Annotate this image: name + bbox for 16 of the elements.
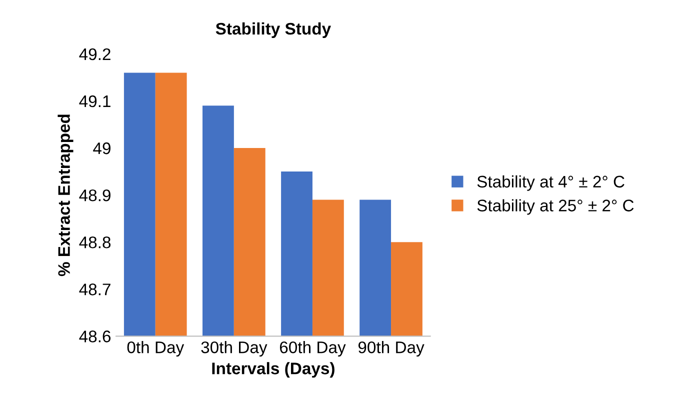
x-tick-label: 60th Day: [280, 341, 346, 357]
y-tick-label: 49.1: [79, 95, 110, 108]
y-tick-label: 48.8: [79, 236, 111, 248]
x-tick-label: 30th Day: [201, 341, 268, 357]
y-tick-label: 48.6: [79, 330, 111, 342]
x-tick-label: 90th Day: [358, 341, 424, 357]
y-tick-label: 49.2: [79, 48, 110, 60]
x-axis-title: Intervals (Days): [212, 362, 334, 378]
y-axis-title: % Extract Entrapped: [58, 114, 74, 276]
y-tick-label: 48.7: [79, 284, 110, 296]
y-tick-label: 49: [93, 142, 110, 154]
legend-label: Stability at 25° ± 2° C: [477, 199, 634, 215]
legend-label: Stability at 4° ± 2° C: [477, 175, 624, 191]
chart-title: Stability Study: [216, 22, 331, 38]
y-tick-label: 48.9: [79, 189, 110, 202]
x-tick-label: 0th Day: [127, 341, 184, 357]
